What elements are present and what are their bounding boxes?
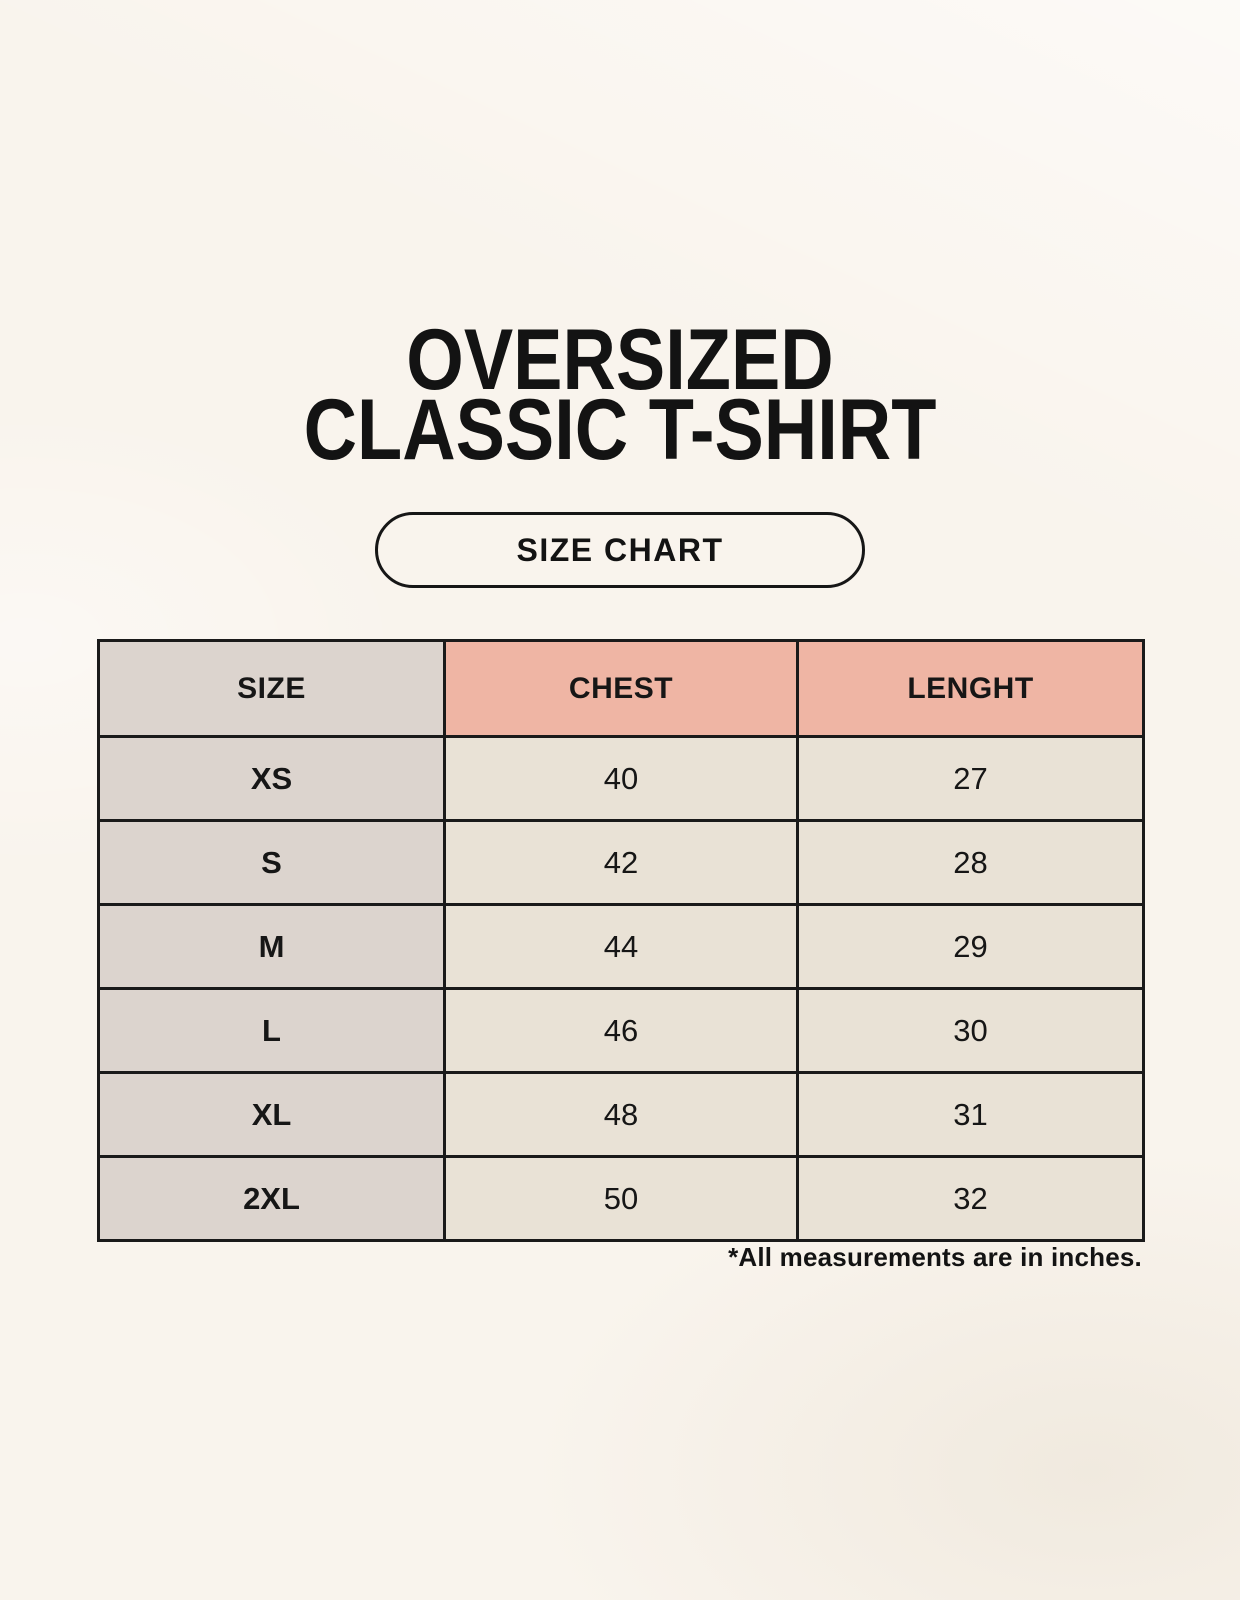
column-header-size: SIZE xyxy=(97,639,446,738)
chest-value: 48 xyxy=(443,1071,799,1158)
chest-value: 50 xyxy=(443,1155,799,1242)
size-chart-button-label: SIZE CHART xyxy=(516,531,724,568)
table-row: XS 40 27 xyxy=(97,735,1145,822)
lenght-value: 32 xyxy=(796,1155,1145,1242)
table-row: 2XL 50 32 xyxy=(97,1155,1145,1242)
lenght-value: 28 xyxy=(796,819,1145,906)
size-label: 2XL xyxy=(97,1155,446,1242)
page-title: OVERSIZED CLASSIC T-SHIRT xyxy=(87,312,1153,478)
lenght-value: 31 xyxy=(796,1071,1145,1158)
chest-value: 46 xyxy=(443,987,799,1074)
table-row: S 42 28 xyxy=(97,819,1145,906)
table-row: M 44 29 xyxy=(97,903,1145,990)
column-header-lenght: LENGHT xyxy=(796,639,1145,738)
size-chart-table: SIZE CHEST LENGHT XS 40 27 S 42 28 M 44 … xyxy=(97,639,1145,1242)
size-label: L xyxy=(97,987,446,1074)
table-row: L 46 30 xyxy=(97,987,1145,1074)
table-row: XL 48 31 xyxy=(97,1071,1145,1158)
title-line-1: OVERSIZED xyxy=(406,312,834,408)
lenght-value: 29 xyxy=(796,903,1145,990)
size-label: S xyxy=(97,819,446,906)
chest-value: 42 xyxy=(443,819,799,906)
size-label: XL xyxy=(97,1071,446,1158)
size-label: XS xyxy=(97,735,446,822)
size-chart-button[interactable]: SIZE CHART xyxy=(375,512,865,588)
title-line-2: CLASSIC T-SHIRT xyxy=(303,382,937,478)
lenght-value: 30 xyxy=(796,987,1145,1074)
lenght-value: 27 xyxy=(796,735,1145,822)
table-header-row: SIZE CHEST LENGHT xyxy=(97,639,1145,738)
chest-value: 44 xyxy=(443,903,799,990)
measurements-footnote: *All measurements are in inches. xyxy=(728,1242,1142,1272)
column-header-chest: CHEST xyxy=(443,639,799,738)
chest-value: 40 xyxy=(443,735,799,822)
size-label: M xyxy=(97,903,446,990)
